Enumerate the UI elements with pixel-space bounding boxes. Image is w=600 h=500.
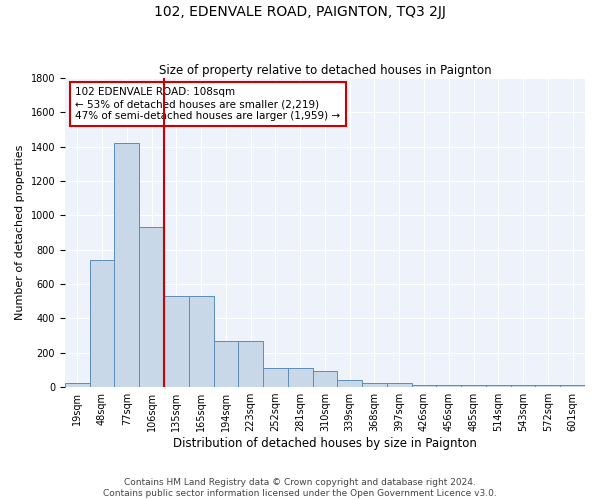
Text: 102, EDENVALE ROAD, PAIGNTON, TQ3 2JJ: 102, EDENVALE ROAD, PAIGNTON, TQ3 2JJ [154, 5, 446, 19]
Bar [436, 384, 461, 387]
Bar [89, 260, 115, 387]
Title: Size of property relative to detached houses in Paignton: Size of property relative to detached ho… [158, 64, 491, 77]
Bar [189, 296, 214, 387]
Bar [65, 383, 89, 387]
Bar [313, 371, 337, 387]
Text: Contains HM Land Registry data © Crown copyright and database right 2024.
Contai: Contains HM Land Registry data © Crown c… [103, 478, 497, 498]
Bar [139, 226, 164, 387]
Bar [511, 384, 535, 387]
Bar [164, 296, 189, 387]
Bar [362, 383, 387, 387]
Bar [288, 368, 313, 387]
Bar [535, 384, 560, 387]
Bar [387, 383, 412, 387]
Bar [238, 340, 263, 387]
Bar [412, 384, 436, 387]
X-axis label: Distribution of detached houses by size in Paignton: Distribution of detached houses by size … [173, 437, 477, 450]
Bar [560, 384, 585, 387]
Text: 102 EDENVALE ROAD: 108sqm
← 53% of detached houses are smaller (2,219)
47% of se: 102 EDENVALE ROAD: 108sqm ← 53% of detac… [76, 88, 340, 120]
Bar [486, 384, 511, 387]
Bar [337, 380, 362, 387]
Bar [461, 384, 486, 387]
Bar [263, 368, 288, 387]
Bar [214, 340, 238, 387]
Bar [115, 144, 139, 387]
Y-axis label: Number of detached properties: Number of detached properties [15, 145, 25, 320]
